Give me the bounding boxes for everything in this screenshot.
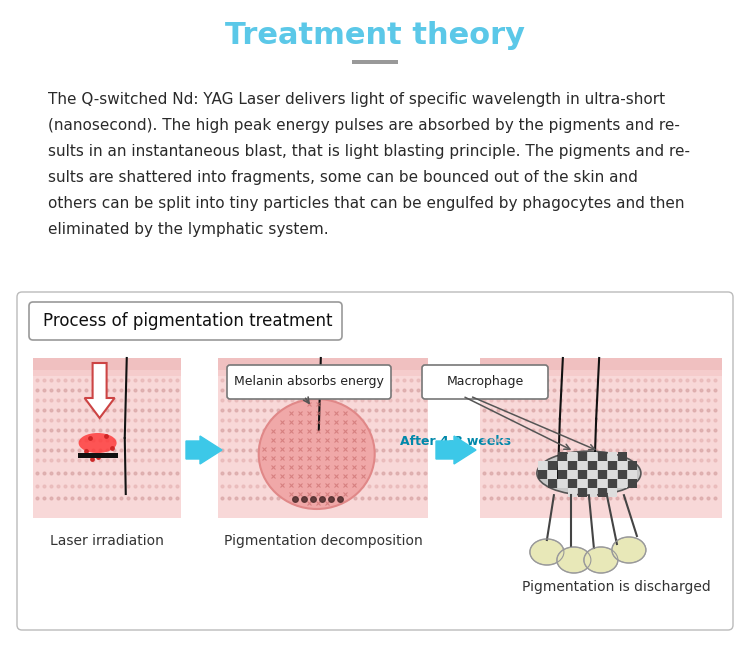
Bar [218, 358, 428, 518]
Bar [618, 470, 628, 479]
Bar [598, 452, 608, 461]
Text: Pigmentation is discharged: Pigmentation is discharged [522, 580, 710, 594]
Bar [568, 461, 578, 470]
Bar [480, 370, 722, 376]
Polygon shape [85, 363, 115, 418]
Bar [598, 461, 608, 470]
Bar [578, 461, 587, 470]
Bar [568, 479, 578, 488]
FancyBboxPatch shape [17, 292, 733, 630]
Text: Melanin absorbs energy: Melanin absorbs energy [234, 375, 384, 388]
Bar [548, 479, 557, 488]
Bar [578, 479, 587, 488]
Text: sults in an instantaneous blast, that is light blasting principle. The pigments : sults in an instantaneous blast, that is… [48, 144, 690, 159]
Bar [608, 479, 617, 488]
Ellipse shape [530, 539, 564, 565]
Polygon shape [186, 436, 222, 464]
Bar [598, 479, 608, 488]
Bar [480, 358, 722, 518]
Ellipse shape [259, 399, 375, 509]
Text: Laser irradiation: Laser irradiation [50, 534, 164, 548]
Bar [352, 60, 398, 64]
Ellipse shape [79, 433, 116, 453]
Text: others can be split into tiny particles that can be engulfed by phagocytes and t: others can be split into tiny particles … [48, 196, 685, 211]
Bar [628, 470, 638, 479]
Bar [598, 488, 608, 497]
Bar [548, 470, 557, 479]
FancyBboxPatch shape [422, 365, 548, 399]
Bar [588, 488, 598, 497]
Text: The Q-switched Nd: YAG Laser delivers light of specific wavelength in ultra-shor: The Q-switched Nd: YAG Laser delivers li… [48, 92, 665, 107]
Bar [608, 452, 617, 461]
Text: Treatment theory: Treatment theory [225, 21, 525, 50]
Bar [480, 358, 722, 370]
Bar [588, 461, 598, 470]
Polygon shape [436, 436, 476, 464]
Bar [77, 453, 118, 458]
Bar [608, 470, 617, 479]
Bar [538, 461, 548, 470]
Text: eliminated by the lymphatic system.: eliminated by the lymphatic system. [48, 222, 328, 237]
Text: Macrophage: Macrophage [446, 375, 524, 388]
Bar [598, 470, 608, 479]
Ellipse shape [584, 547, 618, 573]
Bar [618, 461, 628, 470]
Bar [588, 479, 598, 488]
Bar [33, 358, 181, 518]
Text: After 4-8 weeks: After 4-8 weeks [400, 435, 512, 448]
Bar [558, 461, 568, 470]
Bar [608, 461, 617, 470]
Bar [628, 461, 638, 470]
Bar [558, 479, 568, 488]
Ellipse shape [537, 451, 641, 495]
Bar [568, 488, 578, 497]
Ellipse shape [557, 547, 591, 573]
FancyBboxPatch shape [29, 302, 342, 340]
Bar [568, 470, 578, 479]
Text: (nanosecond). The high peak energy pulses are absorbed by the pigments and re-: (nanosecond). The high peak energy pulse… [48, 118, 680, 133]
Bar [628, 479, 638, 488]
Bar [548, 461, 557, 470]
Bar [558, 452, 568, 461]
Ellipse shape [612, 537, 646, 563]
Bar [568, 452, 578, 461]
Bar [608, 488, 617, 497]
Bar [218, 370, 428, 376]
Bar [558, 470, 568, 479]
Bar [578, 488, 587, 497]
Bar [588, 470, 598, 479]
Bar [538, 470, 548, 479]
Text: Pigmentation decomposition: Pigmentation decomposition [224, 534, 422, 548]
Bar [618, 452, 628, 461]
Bar [218, 358, 428, 370]
Bar [618, 479, 628, 488]
Bar [33, 358, 181, 370]
FancyBboxPatch shape [227, 365, 391, 399]
Text: Process of pigmentation treatment: Process of pigmentation treatment [43, 312, 332, 330]
Bar [33, 370, 181, 376]
Bar [578, 452, 587, 461]
Text: sults are shattered into fragments, some can be bounced out of the skin and: sults are shattered into fragments, some… [48, 170, 638, 185]
Bar [578, 470, 587, 479]
Bar [588, 452, 598, 461]
